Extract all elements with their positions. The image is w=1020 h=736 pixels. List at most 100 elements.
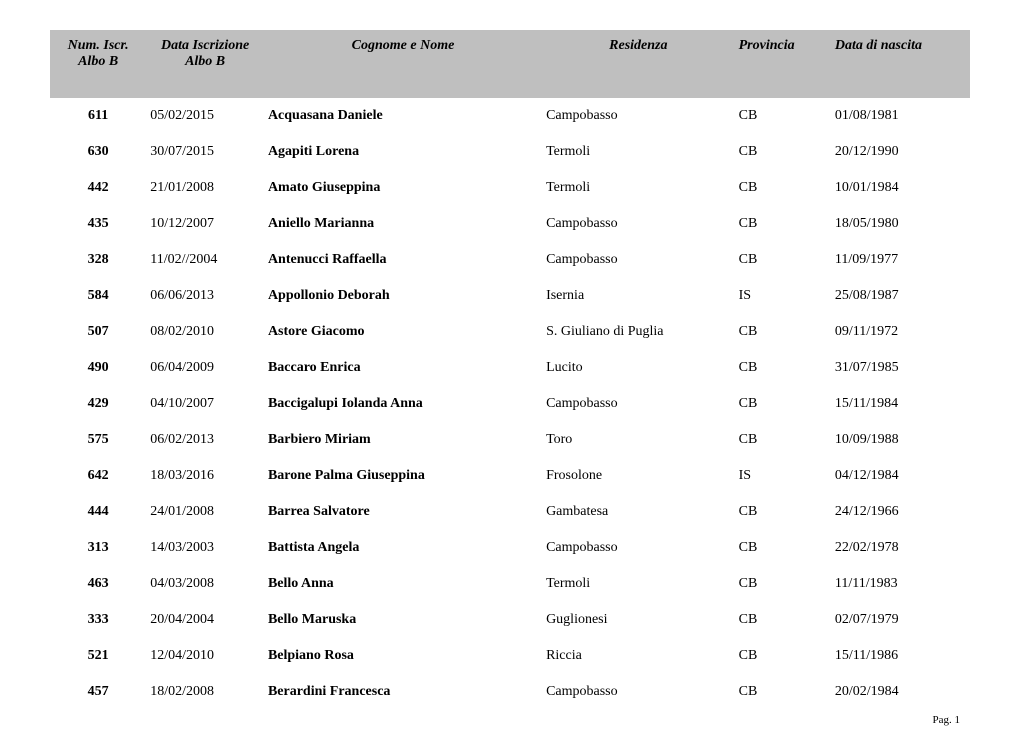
cell-name: Astore Giacomo — [264, 314, 542, 350]
cell-date: 06/04/2009 — [146, 350, 264, 386]
cell-name: Acquasana Daniele — [264, 98, 542, 134]
cell-num: 463 — [50, 566, 146, 602]
cell-date: 14/03/2003 — [146, 530, 264, 566]
cell-name: Belpiano Rosa — [264, 638, 542, 674]
cell-prov: CB — [735, 134, 831, 170]
cell-date: 12/04/2010 — [146, 638, 264, 674]
cell-prov: CB — [735, 314, 831, 350]
cell-prov: CB — [735, 422, 831, 458]
cell-birth: 20/12/1990 — [831, 134, 970, 170]
cell-num: 507 — [50, 314, 146, 350]
cell-prov: CB — [735, 98, 831, 134]
header-num-l2: Albo B — [54, 54, 142, 70]
table-row: 44221/01/2008Amato GiuseppinaTermoliCB10… — [50, 170, 970, 206]
cell-num: 313 — [50, 530, 146, 566]
cell-res: Lucito — [542, 350, 735, 386]
cell-prov: IS — [735, 278, 831, 314]
cell-name: Amato Giuseppina — [264, 170, 542, 206]
cell-date: 18/02/2008 — [146, 674, 264, 710]
cell-num: 630 — [50, 134, 146, 170]
cell-date: 04/10/2007 — [146, 386, 264, 422]
cell-birth: 20/02/1984 — [831, 674, 970, 710]
table-row: 58406/06/2013Appollonio DeborahIserniaIS… — [50, 278, 970, 314]
cell-date: 05/02/2015 — [146, 98, 264, 134]
cell-res: Campobasso — [542, 386, 735, 422]
cell-num: 490 — [50, 350, 146, 386]
table-row: 50708/02/2010Astore Giacomo S. Giuliano … — [50, 314, 970, 350]
header-date-l2: Albo B — [150, 54, 260, 70]
cell-prov: CB — [735, 494, 831, 530]
table-row: 61105/02/2015Acquasana DanieleCampobasso… — [50, 98, 970, 134]
cell-name: Bello Maruska — [264, 602, 542, 638]
cell-prov: CB — [735, 386, 831, 422]
cell-prov: CB — [735, 674, 831, 710]
table-row: 32811/02//2004Antenucci RaffaellaCampoba… — [50, 242, 970, 278]
table-row: 45718/02/2008Berardini FrancescaCampobas… — [50, 674, 970, 710]
cell-date: 18/03/2016 — [146, 458, 264, 494]
page-footer: Pag. 1 — [50, 710, 970, 726]
cell-res: Isernia — [542, 278, 735, 314]
cell-birth: 31/07/1985 — [831, 350, 970, 386]
cell-num: 328 — [50, 242, 146, 278]
cell-prov: CB — [735, 566, 831, 602]
cell-name: Aniello Marianna — [264, 206, 542, 242]
cell-res: Termoli — [542, 566, 735, 602]
cell-birth: 18/05/1980 — [831, 206, 970, 242]
header-num-l1: Num. Iscr. — [68, 38, 129, 53]
cell-date: 21/01/2008 — [146, 170, 264, 206]
registry-table: Num. Iscr. Albo B Data Iscrizione Albo B… — [50, 30, 970, 710]
cell-res: Campobasso — [542, 530, 735, 566]
cell-prov: IS — [735, 458, 831, 494]
cell-birth: 11/09/1977 — [831, 242, 970, 278]
cell-prov: CB — [735, 206, 831, 242]
cell-num: 429 — [50, 386, 146, 422]
cell-date: 11/02//2004 — [146, 242, 264, 278]
cell-res: Toro — [542, 422, 735, 458]
cell-num: 444 — [50, 494, 146, 530]
table-row: 44424/01/2008Barrea SalvatoreGambatesaCB… — [50, 494, 970, 530]
cell-prov: CB — [735, 530, 831, 566]
cell-prov: CB — [735, 638, 831, 674]
cell-date: 08/02/2010 — [146, 314, 264, 350]
table-row: 46304/03/2008Bello AnnaTermoliCB11/11/19… — [50, 566, 970, 602]
cell-name: Barone Palma Giuseppina — [264, 458, 542, 494]
cell-birth: 25/08/1987 — [831, 278, 970, 314]
cell-prov: CB — [735, 350, 831, 386]
cell-birth: 10/09/1988 — [831, 422, 970, 458]
cell-res: Gambatesa — [542, 494, 735, 530]
header-birth: Data di nascita — [831, 30, 970, 98]
cell-birth: 22/02/1978 — [831, 530, 970, 566]
table-row: 63030/07/2015Agapiti LorenaTermoliCB20/1… — [50, 134, 970, 170]
cell-num: 457 — [50, 674, 146, 710]
cell-name: Appollonio Deborah — [264, 278, 542, 314]
cell-birth: 10/01/1984 — [831, 170, 970, 206]
cell-birth: 11/11/1983 — [831, 566, 970, 602]
cell-num: 521 — [50, 638, 146, 674]
header-date: Data Iscrizione Albo B — [146, 30, 264, 98]
table-row: 57506/02/2013Barbiero MiriamToroCB10/09/… — [50, 422, 970, 458]
table-row: 64218/03/2016Barone Palma GiuseppinaFros… — [50, 458, 970, 494]
cell-num: 442 — [50, 170, 146, 206]
cell-num: 575 — [50, 422, 146, 458]
cell-date: 24/01/2008 — [146, 494, 264, 530]
table-body: 61105/02/2015Acquasana DanieleCampobasso… — [50, 98, 970, 710]
header-date-l1: Data Iscrizione — [161, 38, 249, 53]
cell-name: Bello Anna — [264, 566, 542, 602]
cell-birth: 04/12/1984 — [831, 458, 970, 494]
cell-name: Agapiti Lorena — [264, 134, 542, 170]
cell-res: Campobasso — [542, 98, 735, 134]
cell-date: 20/04/2004 — [146, 602, 264, 638]
cell-date: 30/07/2015 — [146, 134, 264, 170]
cell-num: 584 — [50, 278, 146, 314]
table-row: 43510/12/2007Aniello MariannaCampobassoC… — [50, 206, 970, 242]
cell-name: Barrea Salvatore — [264, 494, 542, 530]
cell-date: 06/06/2013 — [146, 278, 264, 314]
cell-prov: CB — [735, 602, 831, 638]
table-row: 52112/04/2010Belpiano RosaRicciaCB15/11/… — [50, 638, 970, 674]
cell-res: Termoli — [542, 134, 735, 170]
table-row: 42904/10/2007Baccigalupi Iolanda AnnaCam… — [50, 386, 970, 422]
cell-res: Campobasso — [542, 206, 735, 242]
cell-name: Baccaro Enrica — [264, 350, 542, 386]
table-row: 31314/03/2003Battista AngelaCampobassoCB… — [50, 530, 970, 566]
cell-num: 435 — [50, 206, 146, 242]
